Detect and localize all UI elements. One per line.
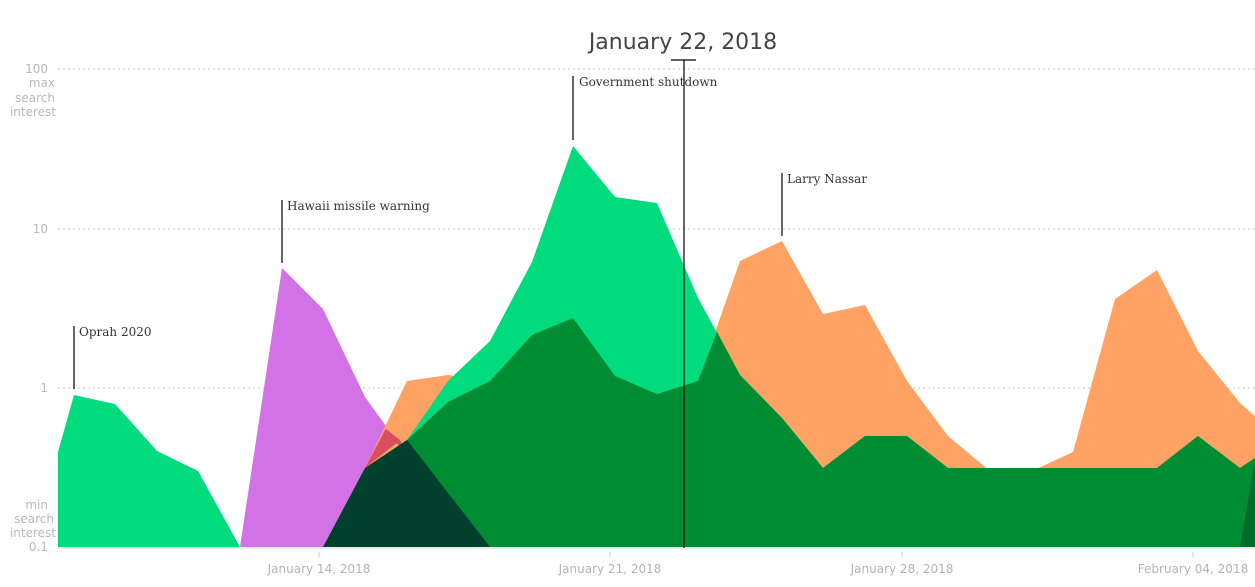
area-overlap-hawaii-nassar-2: [365, 429, 407, 468]
annotation-label-nassar: Larry Nassar: [787, 172, 867, 186]
y-tick-100: 100: [25, 62, 48, 76]
y-max-label-2: search: [15, 91, 55, 105]
area-right-sliver: [1240, 460, 1255, 547]
area-overlap-dark: [323, 440, 490, 547]
area-oprah-2020[interactable]: [32, 395, 240, 547]
x-tick-jan21: January 21, 2018: [558, 562, 662, 576]
area-hawaii-missile-warning[interactable]: [240, 268, 490, 547]
y-min-label-2: search: [14, 512, 54, 526]
y-tick-1: 1: [40, 381, 48, 395]
annotation-larry-nassar: Larry Nassar: [781, 172, 867, 236]
annotation-label-oprah: Oprah 2020: [79, 325, 152, 339]
x-tick-jan28: January 28, 2018: [850, 562, 954, 576]
annotation-label-hawaii: Hawaii missile warning: [287, 199, 430, 213]
y-max-label-1: max: [29, 76, 55, 90]
annotation-government-shutdown: Government shutdown: [572, 75, 718, 140]
y-min-label-3: interest: [10, 526, 56, 540]
x-tick-jan14: January 14, 2018: [267, 562, 371, 576]
x-axis: [318, 552, 1194, 557]
y-tick-0-1: 0.1: [29, 540, 48, 554]
y-tick-10: 10: [33, 222, 48, 236]
hover-date-label: January 22, 2018: [587, 30, 777, 55]
annotation-hawaii-missile-warning: Hawaii missile warning: [281, 199, 430, 263]
annotation-label-shutdown: Government shutdown: [579, 75, 718, 89]
annotation-oprah-2020: Oprah 2020: [73, 325, 152, 389]
y-axis: 100 max search interest 10 1 min search …: [10, 62, 56, 554]
y-min-label-1: min: [25, 498, 48, 512]
hover-cursor: January 22, 2018: [587, 30, 777, 548]
x-tick-feb04: February 04, 2018: [1138, 562, 1248, 576]
area-overlap-shutdown-nassar: [407, 318, 1255, 547]
y-max-label-3: interest: [10, 105, 56, 119]
